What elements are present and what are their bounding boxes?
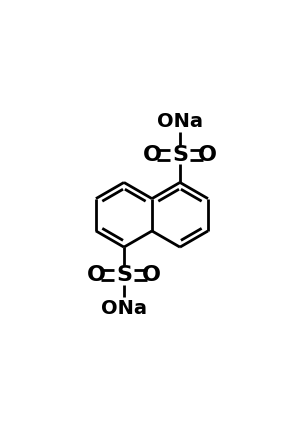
Text: ONa: ONa [101,299,147,318]
Text: S: S [172,145,188,165]
Text: S: S [116,265,132,285]
Text: O: O [142,265,161,285]
Text: O: O [143,145,162,165]
Text: O: O [87,265,106,285]
Text: O: O [198,145,217,165]
Text: ONa: ONa [157,112,203,131]
